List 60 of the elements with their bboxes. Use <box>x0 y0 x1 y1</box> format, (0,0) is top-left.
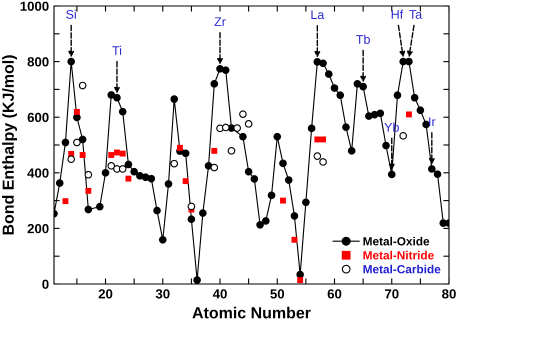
point <box>210 164 218 172</box>
x-tick-label: 70 <box>384 289 399 299</box>
point <box>73 138 81 146</box>
y-tick-label: 0 <box>42 280 49 289</box>
annotation: Ti <box>112 46 122 55</box>
point <box>67 155 75 163</box>
y-tick-label: 600 <box>28 112 49 122</box>
y-tick-label: 200 <box>28 224 49 234</box>
point <box>222 124 230 132</box>
annotation: Ta <box>409 10 422 19</box>
point <box>228 147 236 155</box>
point <box>182 178 189 184</box>
point <box>108 152 114 158</box>
point <box>320 136 326 142</box>
y-tick-label: 800 <box>28 57 49 67</box>
annotation: Zr <box>214 17 226 26</box>
point <box>280 198 286 204</box>
point <box>319 158 327 166</box>
x-axis-title: Atomic Number <box>192 306 311 318</box>
point <box>176 144 183 151</box>
point <box>107 162 116 170</box>
annotation: Ir <box>429 117 436 126</box>
point <box>62 198 68 204</box>
legend-label: Metal-Carbide <box>363 264 440 274</box>
y-axis-title: Bond Enthalpy (KJ/mol) <box>2 55 18 234</box>
point <box>211 148 218 154</box>
annotation: Hf <box>392 10 404 19</box>
point <box>406 111 412 118</box>
x-tick-label: 20 <box>98 289 112 299</box>
point <box>120 150 126 157</box>
point <box>188 202 196 210</box>
x-tick-label: 30 <box>156 289 170 299</box>
point <box>118 165 127 173</box>
point <box>78 82 86 90</box>
point <box>114 150 120 156</box>
point <box>85 188 92 194</box>
y-tick-label: 1000 <box>20 2 49 11</box>
legend-label: Metal-Oxide <box>363 236 430 246</box>
annotation: La <box>311 10 324 20</box>
point <box>314 136 320 142</box>
point <box>297 277 304 284</box>
point <box>74 108 80 115</box>
annotation: Tb <box>356 34 370 44</box>
point <box>314 152 322 160</box>
x-tick-label: 80 <box>442 289 456 299</box>
point <box>244 120 252 128</box>
point <box>170 160 178 168</box>
y-tick-label: 400 <box>27 168 49 178</box>
x-tick-label: 40 <box>212 289 227 299</box>
point <box>233 124 241 132</box>
point <box>239 110 247 118</box>
point <box>125 176 132 182</box>
point <box>291 236 298 243</box>
point <box>399 132 408 140</box>
x-tick-label: 50 <box>270 289 284 299</box>
point <box>80 152 86 158</box>
x-tick-label: 60 <box>328 289 342 299</box>
legend-label: Metal-Nitride <box>363 250 434 260</box>
annotation: Si <box>66 10 76 19</box>
point <box>84 170 92 179</box>
